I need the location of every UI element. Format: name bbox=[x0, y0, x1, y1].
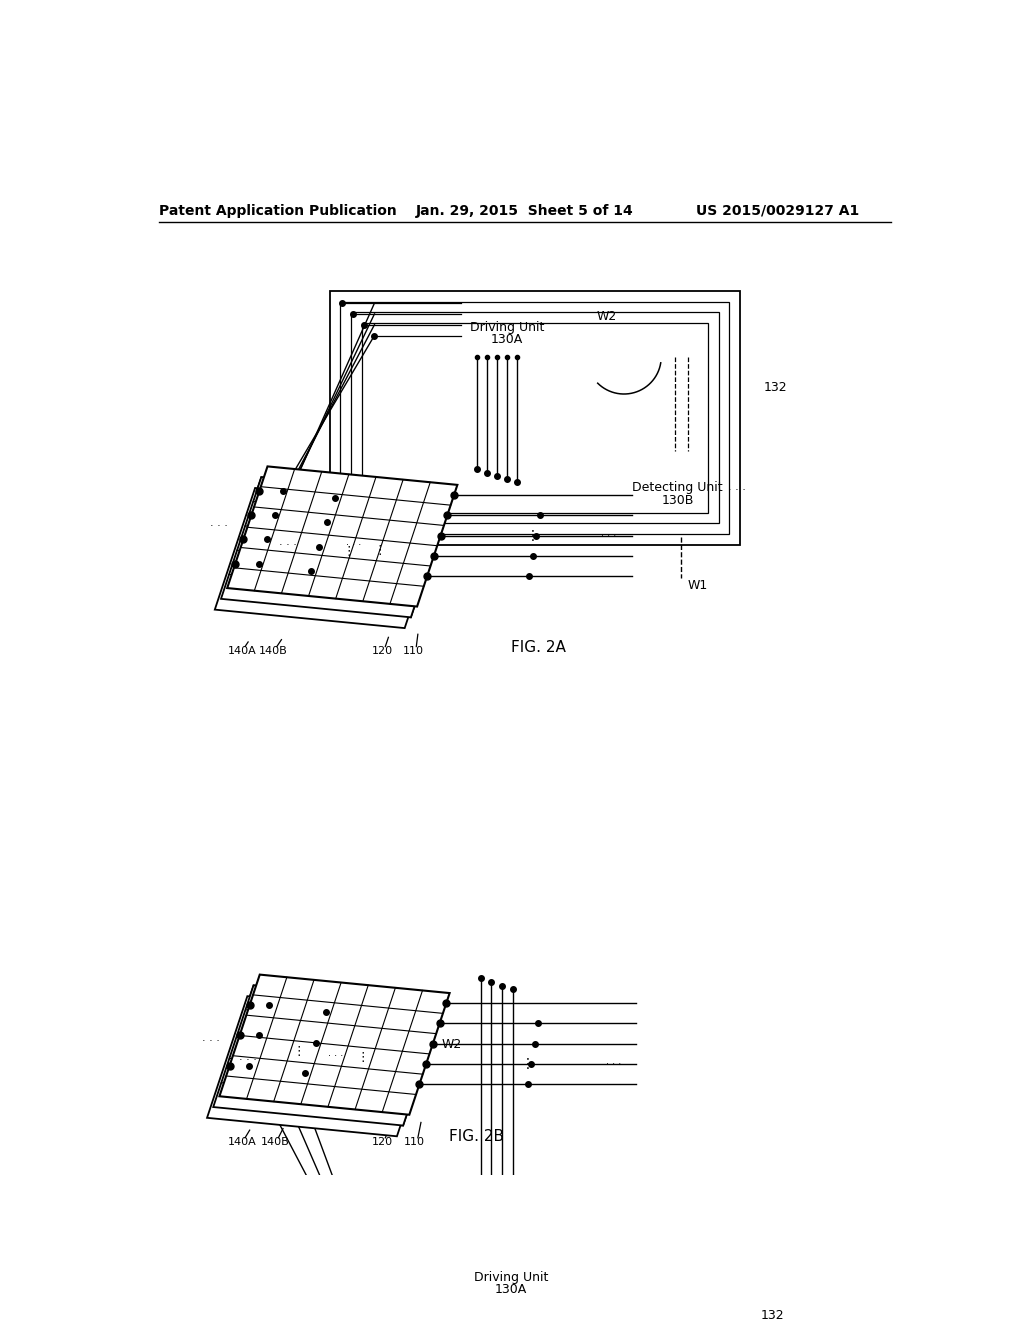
Text: · · ·: · · · bbox=[601, 531, 616, 541]
Text: 132: 132 bbox=[761, 1309, 784, 1320]
Text: 110: 110 bbox=[404, 1138, 425, 1147]
Text: W2: W2 bbox=[441, 1039, 462, 1051]
Text: 130A: 130A bbox=[495, 1283, 527, 1296]
Bar bbox=[346, 1253, 726, 1320]
Text: 110: 110 bbox=[402, 647, 424, 656]
Polygon shape bbox=[215, 488, 445, 628]
Polygon shape bbox=[207, 997, 437, 1137]
Polygon shape bbox=[219, 974, 450, 1114]
Bar bbox=[330, 290, 740, 545]
Text: FIG. 2B: FIG. 2B bbox=[450, 1129, 504, 1144]
Text: Detecting Unit: Detecting Unit bbox=[632, 482, 723, 495]
Text: 140B: 140B bbox=[259, 647, 288, 656]
Text: 120: 120 bbox=[372, 647, 393, 656]
Text: ⋮: ⋮ bbox=[342, 545, 354, 558]
Text: · · ·: · · · bbox=[279, 540, 296, 549]
Text: Driving Unit: Driving Unit bbox=[474, 1271, 548, 1284]
Bar bbox=[340, 302, 729, 535]
Text: · · ·: · · · bbox=[728, 484, 746, 495]
Bar bbox=[351, 313, 719, 524]
Text: Driving Unit: Driving Unit bbox=[470, 321, 544, 334]
Text: ⋮: ⋮ bbox=[374, 544, 386, 557]
Polygon shape bbox=[221, 478, 452, 618]
Text: ⋮: ⋮ bbox=[293, 1044, 305, 1057]
Text: Patent Application Publication: Patent Application Publication bbox=[159, 203, 396, 218]
Bar bbox=[357, 1265, 716, 1320]
Polygon shape bbox=[227, 466, 458, 607]
Text: · · ·: · · · bbox=[202, 1036, 220, 1045]
Bar bbox=[461, 309, 553, 358]
Text: ⋮: ⋮ bbox=[521, 1057, 535, 1071]
Polygon shape bbox=[213, 985, 443, 1126]
Polygon shape bbox=[213, 985, 443, 1126]
Bar bbox=[632, 451, 723, 537]
Text: 130A: 130A bbox=[490, 333, 523, 346]
Text: ⋮: ⋮ bbox=[356, 1051, 369, 1064]
Text: FIG. 2A: FIG. 2A bbox=[511, 640, 566, 655]
Text: 140A: 140A bbox=[227, 1138, 256, 1147]
Text: · · ·: · · · bbox=[605, 1059, 621, 1069]
Bar bbox=[362, 323, 708, 512]
Text: 120: 120 bbox=[372, 1138, 393, 1147]
Bar bbox=[465, 1259, 557, 1307]
Polygon shape bbox=[221, 478, 452, 618]
Text: 130B: 130B bbox=[662, 494, 693, 507]
Text: ⋮: ⋮ bbox=[526, 528, 540, 543]
Text: W1: W1 bbox=[687, 579, 708, 593]
Bar bbox=[336, 1242, 737, 1320]
Text: 140B: 140B bbox=[261, 1138, 290, 1147]
Text: · · ·: · · · bbox=[346, 540, 361, 550]
Text: 140A: 140A bbox=[227, 647, 256, 656]
Text: Jan. 29, 2015  Sheet 5 of 14: Jan. 29, 2015 Sheet 5 of 14 bbox=[416, 203, 634, 218]
Text: · · ·: · · · bbox=[328, 1051, 343, 1061]
Text: US 2015/0029127 A1: US 2015/0029127 A1 bbox=[696, 203, 859, 218]
Text: · · ·: · · · bbox=[210, 521, 227, 532]
Text: 132: 132 bbox=[764, 381, 787, 393]
Text: W2: W2 bbox=[597, 310, 617, 323]
Text: · · ·: · · · bbox=[239, 1055, 257, 1065]
